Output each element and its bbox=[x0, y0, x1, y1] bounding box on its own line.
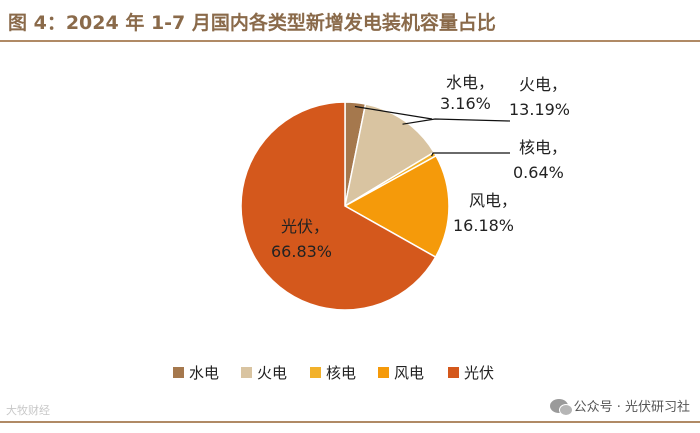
watermark-right: 公众号 · 光伏研习社 bbox=[549, 396, 690, 416]
leader-line-slice-2 bbox=[402, 118, 511, 125]
label-name-slice-2: 火电， bbox=[519, 75, 567, 94]
title-divider bbox=[0, 40, 700, 42]
legend-swatch-3 bbox=[310, 367, 321, 378]
legend-swatch-4 bbox=[378, 367, 389, 378]
legend-swatch-2 bbox=[241, 367, 252, 378]
label-name-slice-3: 核电， bbox=[519, 138, 567, 157]
legend: 水电 火电 核电 风电 光伏 bbox=[173, 364, 494, 382]
legend-label-2: 火电 bbox=[257, 364, 287, 382]
watermark-left: 大牧财经 bbox=[6, 404, 50, 417]
legend-label-3: 核电 bbox=[326, 364, 356, 382]
label-value-slice-1: 3.16% bbox=[440, 94, 491, 113]
label-name-slice-1: 水电， bbox=[446, 73, 494, 92]
chart-title: 图 4：2024 年 1-7 月国内各类型新增发电装机容量占比 bbox=[8, 12, 496, 34]
leader-lines bbox=[354, 105, 511, 157]
label-name-slice-4: 风电， bbox=[469, 191, 517, 210]
watermark-right-text: 公众号 · 光伏研习社 bbox=[573, 400, 690, 415]
legend-label-5: 光伏 bbox=[464, 364, 494, 382]
legend-label-4: 风电 bbox=[394, 364, 424, 382]
wechat-icon bbox=[549, 398, 573, 416]
pie-slice-2 bbox=[343, 103, 436, 208]
pie-slice-5 bbox=[240, 101, 437, 311]
label-value-slice-2: 13.19% bbox=[509, 100, 570, 119]
label-value-slice-3: 0.64% bbox=[513, 163, 564, 182]
label-value-slice-5: 66.83% bbox=[271, 242, 332, 261]
pie-slice-4 bbox=[343, 154, 450, 259]
leader-line-slice-1 bbox=[354, 105, 433, 120]
pie-slices bbox=[240, 101, 450, 311]
footer-divider bbox=[0, 421, 700, 423]
legend-swatch-5 bbox=[448, 367, 459, 378]
slice-labels: 水电， 3.16% 火电， 13.19% 核电， 0.64% 风电， 16.18% 光伏， 66.… bbox=[271, 73, 570, 261]
label-value-slice-4: 16.18% bbox=[453, 216, 514, 235]
label-name-slice-5: 光伏， bbox=[281, 217, 329, 236]
leader-line-slice-3 bbox=[431, 152, 510, 157]
legend-label-1: 水电 bbox=[189, 364, 219, 382]
legend-swatch-1 bbox=[173, 367, 184, 378]
